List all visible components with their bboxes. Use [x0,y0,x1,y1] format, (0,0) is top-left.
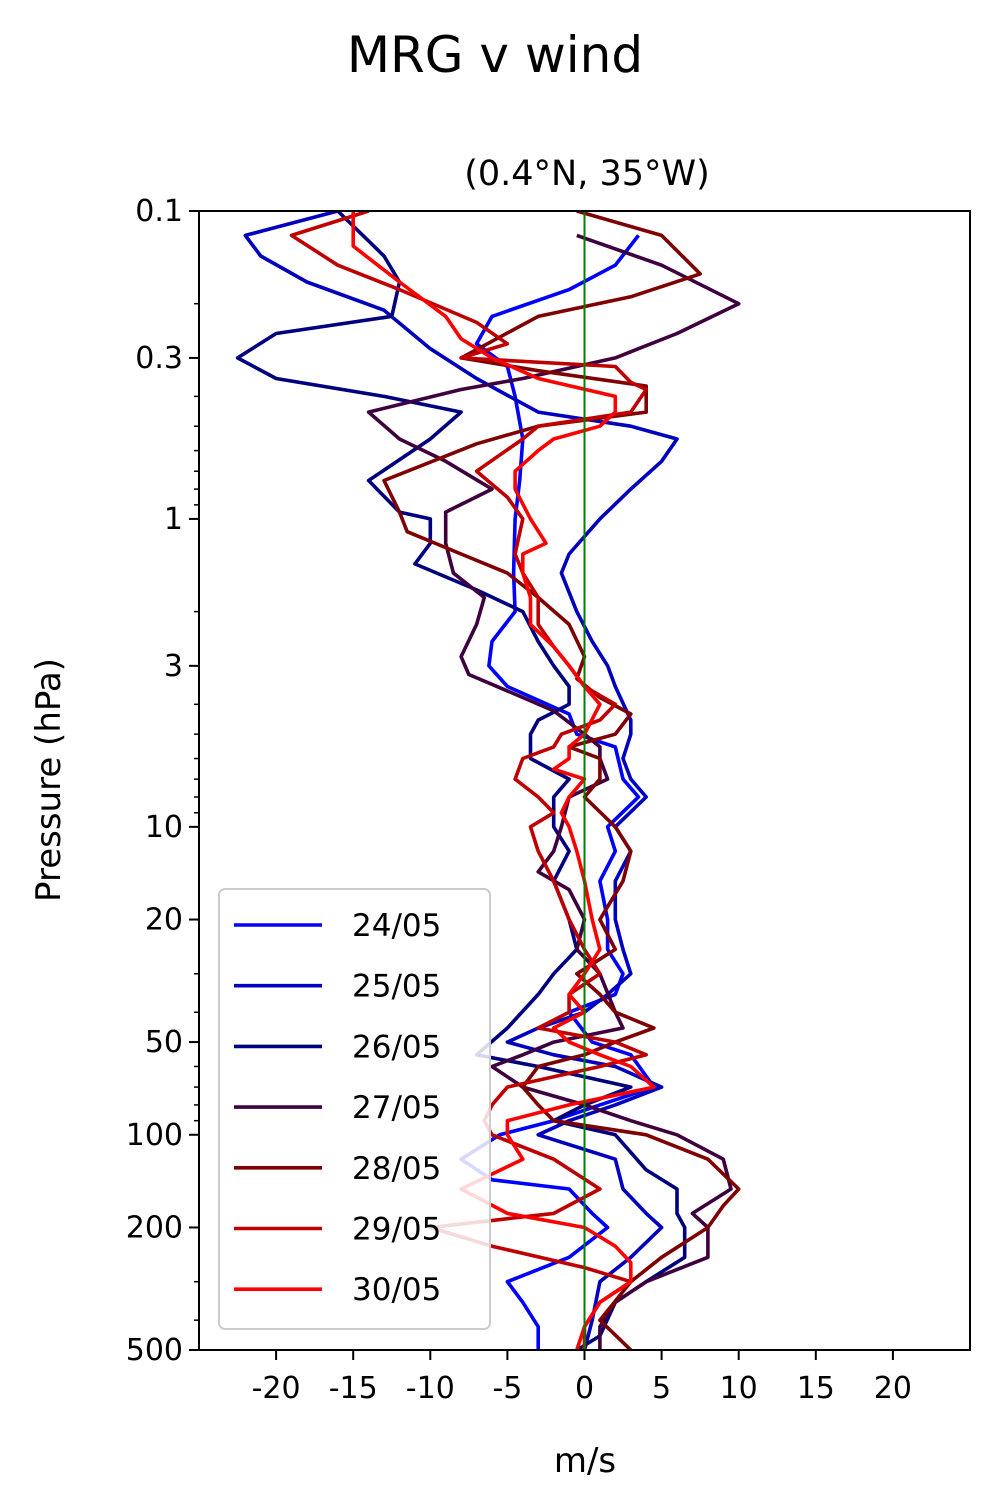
x-axis: -20 -15 -10 -5 0 5 10 15 20 [252,1350,912,1406]
legend-label: 27/05 [352,1090,441,1126]
y-tick-label: 20 [145,903,183,938]
legend-label: 29/05 [352,1212,441,1248]
y-tick-label: 3 [164,649,183,684]
series-line-26-05 [235,211,687,1350]
y-tick-label: 0.3 [135,341,183,376]
series-layer [235,211,741,1350]
legend-box [218,888,491,1330]
x-tick-label: 15 [797,1371,835,1406]
legend-label: 25/05 [352,969,441,1005]
chart-title: MRG v wind [347,26,643,84]
x-axis-label: m/s [554,1441,616,1481]
y-tick-label: 0.1 [135,194,183,229]
y-tick-label: 500 [126,1333,183,1368]
y-axis: 0.1 0.3 1 3 10 20 50 100 200 500 [126,194,199,1368]
y-tick-label: 1 [164,502,183,537]
series-line-25-05 [243,211,679,1350]
series-line-24-05 [459,234,656,1350]
x-tick-label: -20 [252,1371,301,1406]
series-line-29-05 [289,211,648,1350]
series-line-27-05 [366,233,741,1350]
x-tick-label: -15 [329,1371,378,1406]
y-tick-label: 50 [145,1025,183,1060]
x-tick-label: -10 [406,1371,455,1406]
legend-label: 30/05 [352,1272,441,1308]
x-tick-label: 5 [652,1371,671,1406]
y-axis-label: Pressure (hPa) [29,658,69,902]
x-tick-label: 20 [874,1371,912,1406]
x-tick-label: -5 [492,1371,522,1406]
legend-label: 24/05 [352,908,441,944]
y-tick-label: 10 [145,810,183,845]
legend: 24/05 25/05 26/05 27/05 28/05 29/05 30/05 [218,888,491,1330]
x-tick-label: 0 [575,1371,594,1406]
x-tick-label: 10 [720,1371,758,1406]
legend-label: 28/05 [352,1151,441,1187]
chart-subtitle: (0.4°N, 35°W) [464,154,710,194]
y-tick-label: 200 [126,1210,183,1245]
legend-label: 26/05 [352,1029,441,1065]
y-tick-label: 100 [126,1118,183,1153]
